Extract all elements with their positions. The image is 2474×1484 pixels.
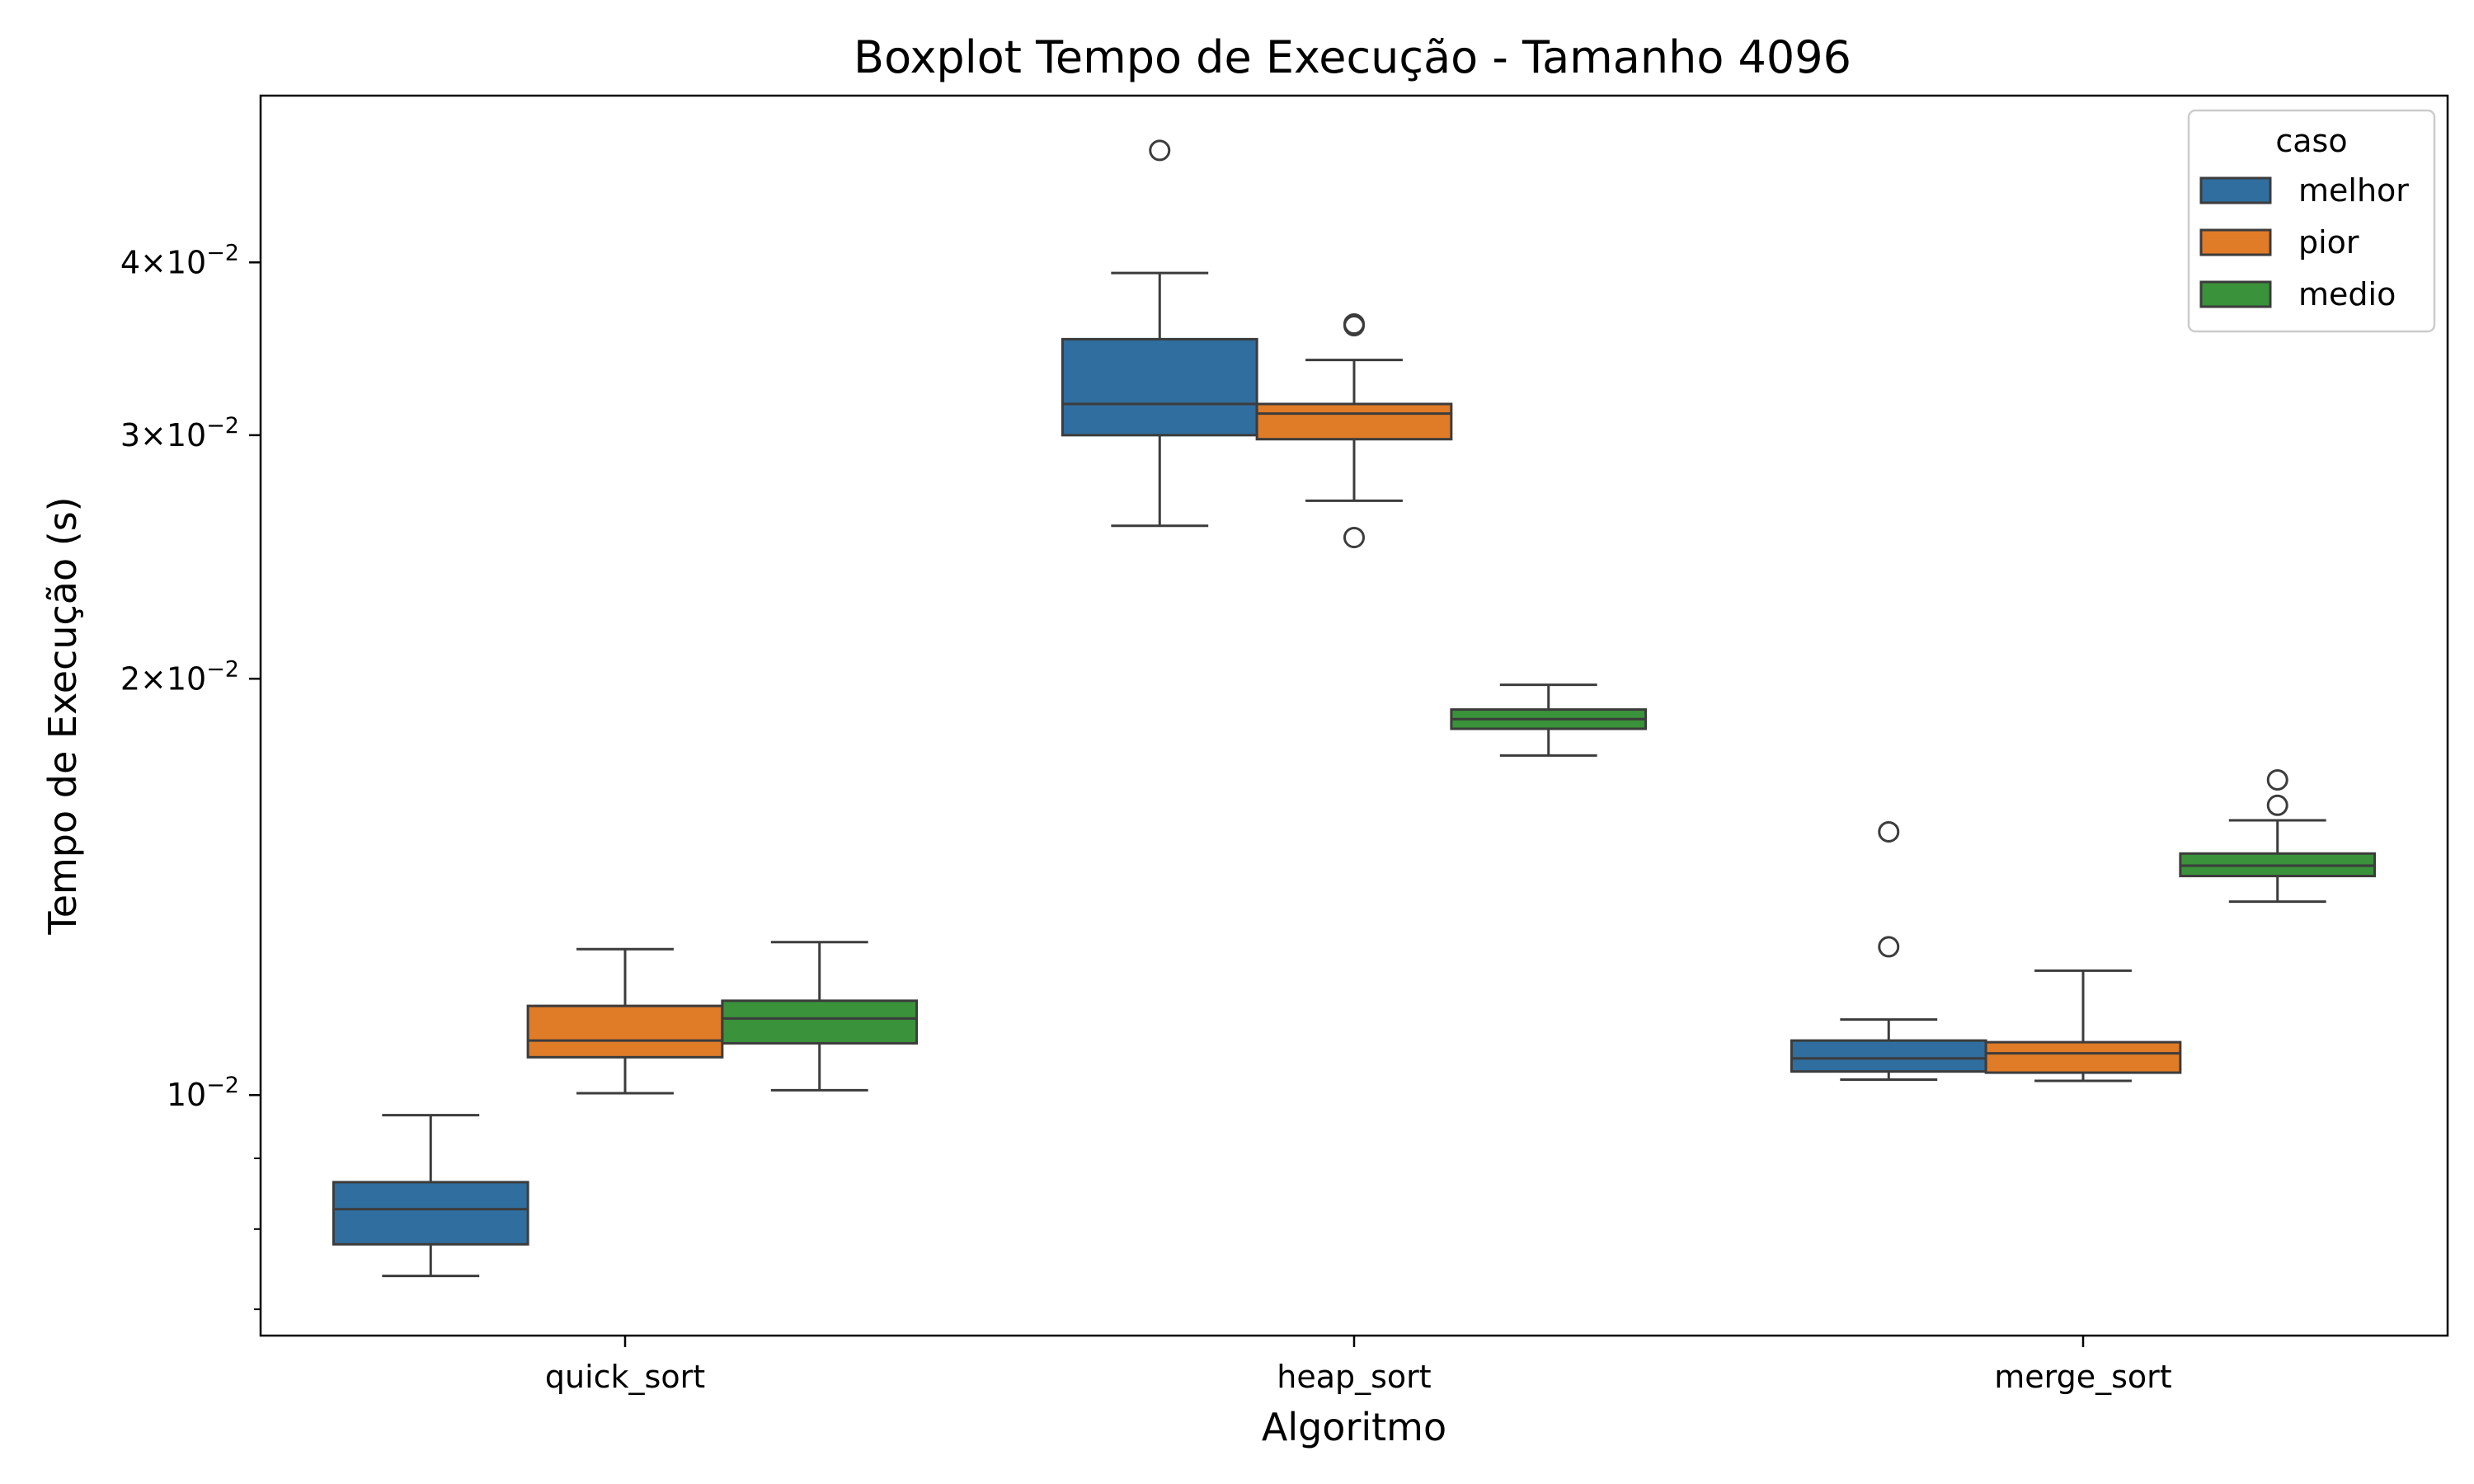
outlier-point <box>1149 139 1171 162</box>
box-pior-quick_sort <box>526 947 724 1095</box>
legend-frame <box>2187 109 2436 333</box>
outlier-point <box>2266 794 2288 816</box>
box-medio-merge_sort <box>2179 768 2377 904</box>
x-tick-label: quick_sort <box>545 1359 705 1395</box>
plot-frame <box>259 94 2449 1337</box>
box-iqr <box>1255 402 1453 441</box>
legend-label-medio: medio <box>2298 276 2396 312</box>
box-melhor-merge_sort <box>1790 820 1987 1082</box>
box-iqr <box>721 999 919 1045</box>
legend-swatch-medio <box>2199 280 2272 308</box>
x-tick-label: merge_sort <box>1994 1359 2171 1395</box>
outlier-point <box>2266 768 2288 791</box>
x-axis: quick_sort heap_sort merge_sort <box>545 1336 2172 1395</box>
box-pior-merge_sort <box>1984 969 2182 1082</box>
outlier-point <box>1878 820 1900 843</box>
box-iqr <box>1061 337 1258 437</box>
box-iqr <box>526 1004 724 1059</box>
box-iqr <box>332 1181 529 1246</box>
box-pior-heap_sort <box>1255 313 1453 548</box>
y-tick-label: 2×10−2 <box>120 656 239 697</box>
legend-swatch-melhor <box>2199 176 2272 204</box>
box-medio-heap_sort <box>1450 683 1648 757</box>
box-melhor-heap_sort <box>1061 139 1258 528</box>
box-melhor-quick_sort <box>332 1114 529 1278</box>
chart-title: Boxplot Tempo de Execução - Tamanho 4096 <box>854 31 1851 83</box>
legend-title: caso <box>2275 123 2347 159</box>
box-iqr <box>1790 1039 1987 1073</box>
y-tick-label: 10−2 <box>167 1073 239 1113</box>
legend-swatch-pior <box>2199 228 2272 256</box>
outlier-point <box>1878 936 1900 958</box>
x-axis-label: Algoritmo <box>1262 1405 1446 1449</box>
box-iqr <box>1984 1040 2182 1074</box>
legend-label-pior: pior <box>2298 224 2359 261</box>
y-tick-label: 4×10−2 <box>120 240 239 280</box>
x-tick-label: heap_sort <box>1277 1359 1431 1395</box>
legend: caso melhor pior medio <box>2187 109 2436 333</box>
plot-area <box>332 139 2377 1278</box>
box-medio-quick_sort <box>721 941 919 1092</box>
y-axis-label: Tempo de Execução (s) <box>40 496 85 935</box>
y-tick-label: 3×10−2 <box>120 413 239 453</box>
outlier-point <box>1343 526 1365 548</box>
outlier-point <box>1343 313 1365 336</box>
legend-label-melhor: melhor <box>2298 172 2409 209</box>
y-axis: 10−2 2×10−2 3×10−2 4×10−2 <box>120 240 261 1311</box>
